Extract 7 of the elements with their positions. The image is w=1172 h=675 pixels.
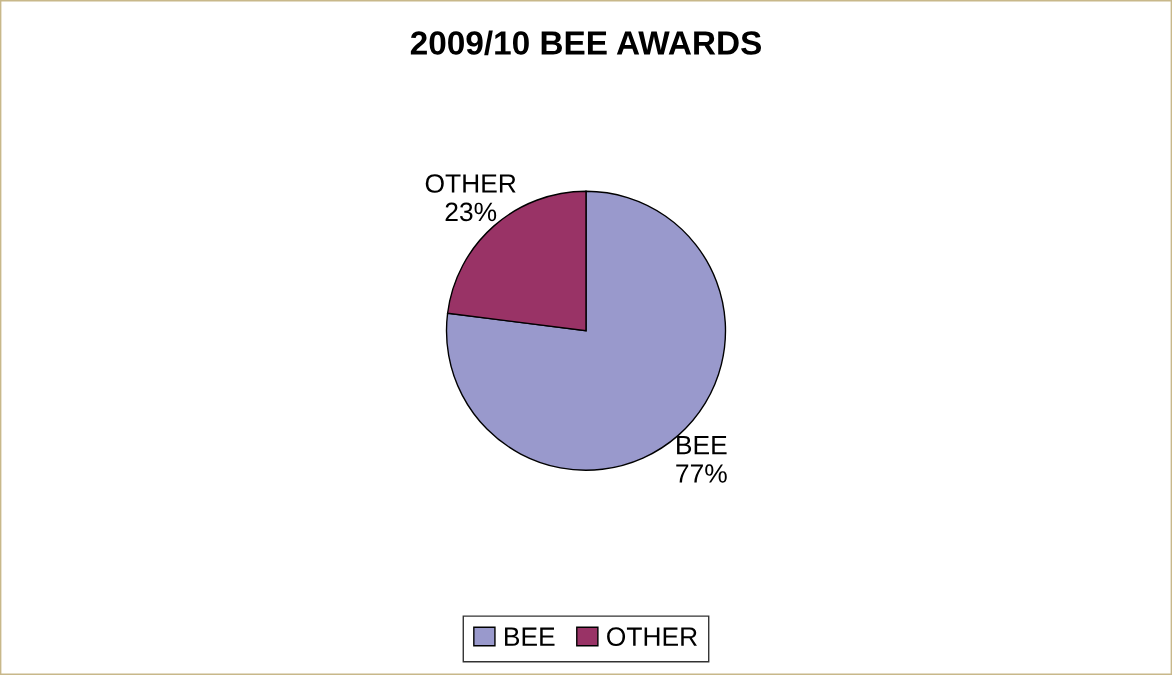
slice-label: OTHER bbox=[425, 174, 516, 193]
data-label: 23% bbox=[445, 202, 497, 222]
legend-label: BEE bbox=[505, 627, 555, 646]
slice-label: BEE bbox=[677, 436, 727, 455]
chart-title: 2009/10 BEE AWARDS bbox=[410, 30, 762, 56]
legend-label: OTHER bbox=[607, 627, 697, 647]
data-label: 77% bbox=[676, 464, 727, 483]
